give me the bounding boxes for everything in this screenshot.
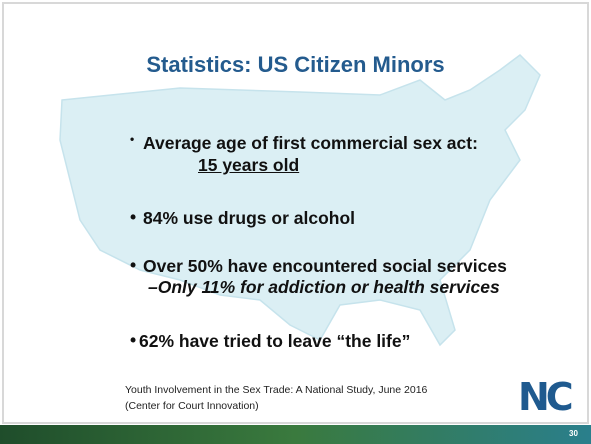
us-map <box>59 54 541 347</box>
sub-bullet: –Only 11% for addiction or health servic… <box>148 277 500 297</box>
logo: NC <box>518 375 574 419</box>
bullet-text: 84% use drugs or alcohol <box>143 208 355 228</box>
citation: (Center for Court Innovation) <box>125 400 259 412</box>
bullet-detail: 15 years old <box>198 155 300 175</box>
bullet-glyph: • <box>130 207 137 227</box>
page-number: 30 <box>569 429 578 438</box>
title: Statistics: US Citizen Minors <box>146 52 445 77</box>
bullet-text: Over 50% have encountered social service… <box>143 256 507 276</box>
bullet-text: 62% have tried to leave “the life” <box>139 331 411 351</box>
citation: Youth Involvement in the Sex Trade: A Na… <box>125 384 428 396</box>
bullet-glyph: • <box>130 255 137 275</box>
bullet-glyph: • <box>130 132 135 146</box>
frame <box>2 2 589 424</box>
bullet-text: Average age of first commercial sex act: <box>143 133 478 153</box>
bullet-glyph: • <box>130 330 137 350</box>
footer-bar <box>0 425 591 444</box>
